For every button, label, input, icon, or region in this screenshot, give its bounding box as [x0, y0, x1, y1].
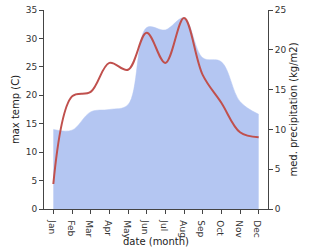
- svg-text:0: 0: [31, 204, 37, 214]
- svg-text:Aug: Aug: [178, 220, 188, 238]
- svg-text:Oct: Oct: [215, 220, 225, 236]
- svg-text:Feb: Feb: [66, 220, 76, 236]
- svg-text:35: 35: [26, 5, 37, 15]
- svg-text:5: 5: [31, 176, 37, 186]
- svg-text:med. precipitation (kg/m2): med. precipitation (kg/m2): [288, 42, 299, 176]
- svg-text:15: 15: [275, 85, 286, 95]
- svg-text:Apr: Apr: [103, 220, 113, 236]
- svg-text:max temp (C): max temp (C): [10, 75, 21, 144]
- svg-text:Jul: Jul: [159, 219, 169, 231]
- svg-text:25: 25: [275, 5, 286, 15]
- svg-text:0: 0: [275, 204, 281, 214]
- svg-text:10: 10: [275, 125, 287, 135]
- svg-text:Sep: Sep: [196, 220, 206, 237]
- svg-text:Mar: Mar: [84, 220, 94, 237]
- svg-text:date (month): date (month): [123, 236, 189, 247]
- svg-text:Dec: Dec: [252, 220, 262, 237]
- svg-text:Nov: Nov: [234, 220, 244, 238]
- svg-text:10: 10: [26, 147, 38, 157]
- svg-text:Jan: Jan: [47, 219, 57, 234]
- svg-text:20: 20: [275, 45, 287, 55]
- svg-text:25: 25: [26, 62, 37, 72]
- svg-text:May: May: [122, 220, 132, 239]
- svg-text:15: 15: [26, 119, 37, 129]
- svg-text:20: 20: [26, 90, 38, 100]
- svg-text:Jun: Jun: [140, 219, 150, 234]
- svg-text:30: 30: [26, 34, 38, 44]
- svg-text:5: 5: [275, 164, 281, 174]
